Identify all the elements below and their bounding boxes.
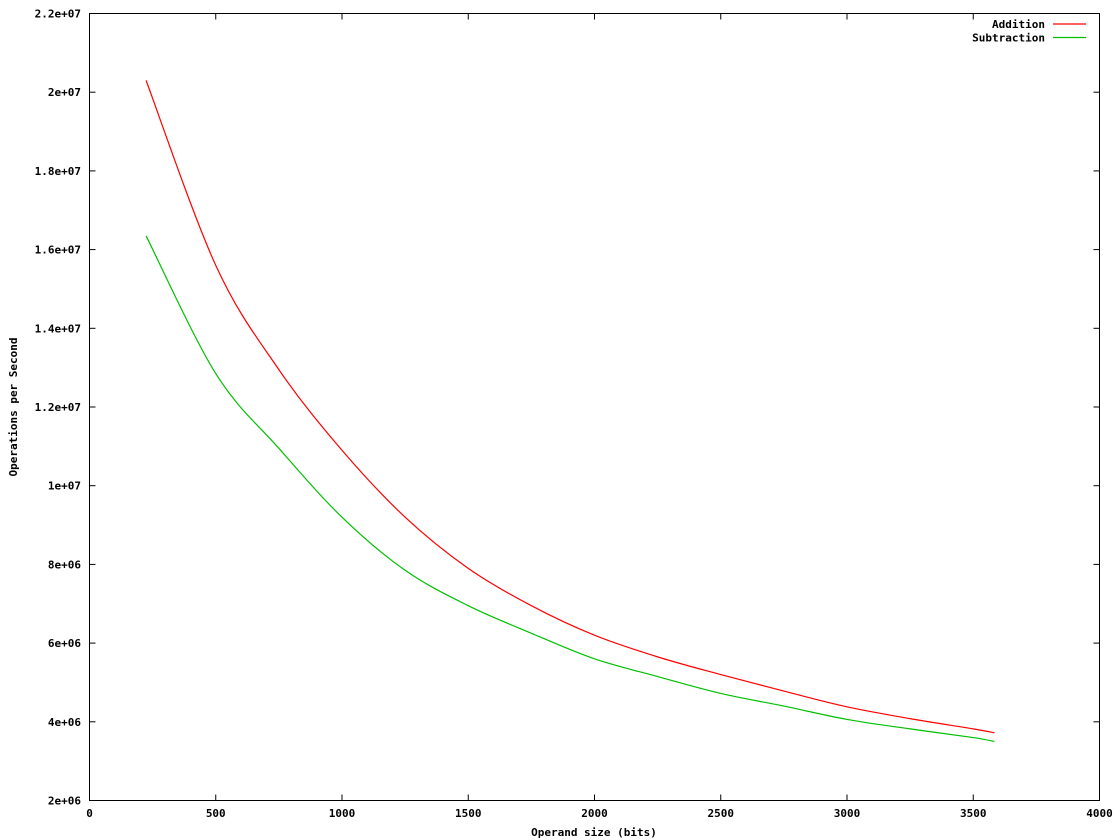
y-tick-label: 1.8e+07 [35,165,81,178]
y-tick-label: 1.2e+07 [35,401,81,414]
series-line-subtraction [145,235,995,743]
x-tick-label: 3500 [960,807,987,820]
x-tick-label: 1500 [455,807,482,820]
y-tick-label: 2e+07 [48,86,81,99]
y-tick-label: 2.2e+07 [35,8,81,21]
x-tick-label: 2500 [708,807,735,820]
x-tick-label: 3000 [834,807,861,820]
x-tick-label: 2000 [581,807,608,820]
x-tick-label: 4000 [1086,807,1113,820]
x-tick-label: 1000 [329,807,356,820]
legend-label: Addition [992,18,1045,31]
y-tick-label: 1e+07 [48,480,81,493]
series-line-addition [145,80,995,734]
y-tick-label: 8e+06 [48,558,81,571]
y-tick-label: 1.4e+07 [35,322,81,335]
legend-label: Subtraction [972,32,1045,45]
y-axis-label: Operations per Second [7,337,20,476]
x-tick-label: 500 [206,807,226,820]
y-tick-label: 4e+06 [48,716,81,729]
y-tick-label: 1.6e+07 [35,244,81,257]
y-tick-label: 6e+06 [48,637,81,650]
x-tick-label: 0 [86,807,93,820]
y-tick-label: 2e+06 [48,795,81,808]
x-axis-label: Operand size (bits) [531,826,657,839]
